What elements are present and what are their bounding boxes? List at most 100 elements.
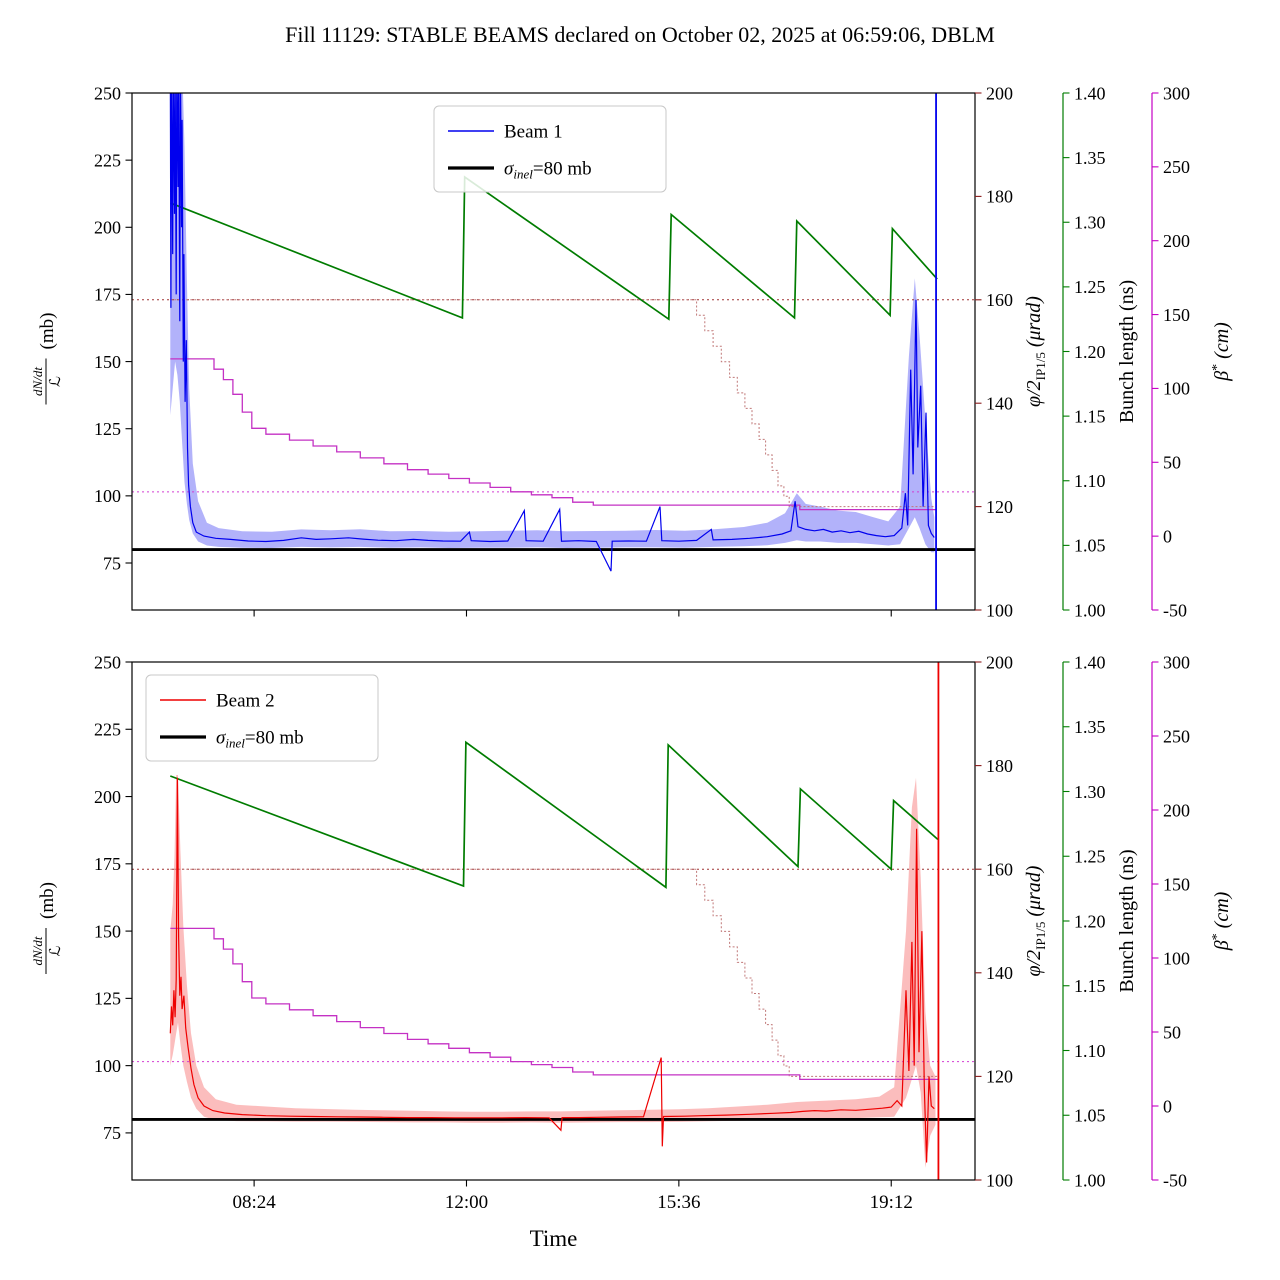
mb-tick-label: 175 bbox=[94, 285, 121, 305]
cm-tick-label: 300 bbox=[1163, 652, 1190, 672]
urad-tick-label: 140 bbox=[986, 963, 1013, 983]
x-axis-label: Time bbox=[530, 1226, 578, 1251]
beam1-line bbox=[169, 93, 935, 572]
ns-tick-label: 1.40 bbox=[1074, 652, 1106, 672]
cm-tick-label: 100 bbox=[1163, 948, 1190, 968]
ns-tick-label: 1.20 bbox=[1074, 342, 1106, 362]
mb-tick-label: 250 bbox=[94, 652, 121, 672]
cm-tick-label: 250 bbox=[1163, 157, 1190, 177]
bunch-length-line bbox=[170, 740, 939, 889]
urad-tick-label: 140 bbox=[986, 394, 1013, 414]
beta-star-steps-line bbox=[170, 358, 937, 511]
ns-tick-label: 1.10 bbox=[1074, 1041, 1106, 1061]
mb-tick-label: 75 bbox=[103, 1123, 121, 1143]
x-tick-label: 15:36 bbox=[657, 1192, 700, 1213]
bunch-length-line bbox=[169, 175, 938, 321]
urad-tick-label: 100 bbox=[986, 1170, 1013, 1190]
ns-tick-label: 1.00 bbox=[1074, 600, 1106, 620]
cm-tick-label: 200 bbox=[1163, 231, 1190, 251]
urad-tick-label: 120 bbox=[986, 1067, 1013, 1087]
mb-axis-label: dN/dt ℒ (mb) bbox=[30, 313, 64, 405]
mb-tick-label: 100 bbox=[94, 1056, 121, 1076]
urad-tick-label: 180 bbox=[986, 756, 1013, 776]
crossing-angle-axis-label: φ/2IP1/5 (μrad) bbox=[1023, 296, 1048, 407]
crossing-angle-axis-label: φ/2IP1/5 (μrad) bbox=[1023, 865, 1048, 976]
mb-tick-label: 250 bbox=[94, 83, 121, 103]
ns-tick-label: 1.30 bbox=[1074, 782, 1106, 802]
beam2-line bbox=[169, 777, 935, 1163]
ns-tick-label: 1.25 bbox=[1074, 847, 1106, 867]
mb-tick-label: 200 bbox=[94, 218, 121, 238]
ns-tick-label: 1.10 bbox=[1074, 471, 1106, 491]
cm-tick-label: -50 bbox=[1163, 600, 1187, 620]
cm-tick-label: -50 bbox=[1163, 1170, 1187, 1190]
urad-tick-label: 200 bbox=[986, 652, 1013, 672]
ns-tick-label: 1.05 bbox=[1074, 536, 1106, 556]
urad-tick-label: 160 bbox=[986, 290, 1013, 310]
ns-tick-label: 1.35 bbox=[1074, 148, 1106, 168]
mb-tick-label: 175 bbox=[94, 854, 121, 874]
ns-tick-label: 1.25 bbox=[1074, 277, 1106, 297]
legend-beam-label: Beam 2 bbox=[216, 691, 275, 712]
figure-title: Fill 11129: STABLE BEAMS declared on Oct… bbox=[285, 22, 995, 47]
urad-tick-label: 100 bbox=[986, 600, 1013, 620]
mb-tick-label: 150 bbox=[94, 921, 121, 941]
ns-tick-label: 1.30 bbox=[1074, 213, 1106, 233]
cm-tick-label: 0 bbox=[1163, 526, 1172, 546]
beam2-uncertainty-band bbox=[170, 775, 936, 1168]
cm-tick-label: 0 bbox=[1163, 1096, 1172, 1116]
urad-tick-label: 160 bbox=[986, 860, 1013, 880]
plot-beam1: 250 225 200 175 150 125 100 75 200 180 160 140 120 10… bbox=[30, 83, 1233, 620]
cm-tick-label: 150 bbox=[1163, 874, 1190, 894]
mb-tick-label: 125 bbox=[94, 989, 121, 1009]
urad-tick-label: 180 bbox=[986, 187, 1013, 207]
mb-tick-label: 75 bbox=[103, 553, 121, 573]
legend-sigma-label: σinel=80 mb bbox=[216, 728, 304, 751]
mb-tick-label: 100 bbox=[94, 486, 121, 506]
legend-box bbox=[145, 674, 379, 762]
axes-border bbox=[131, 661, 976, 1181]
ns-tick-label: 1.05 bbox=[1074, 1106, 1106, 1126]
ns-tick-label: 1.15 bbox=[1074, 406, 1106, 426]
crossing-angle-steps-line bbox=[170, 299, 937, 508]
axes-border bbox=[131, 92, 976, 611]
cm-tick-label: 100 bbox=[1163, 379, 1190, 399]
ns-tick-label: 1.20 bbox=[1074, 911, 1106, 931]
mb-tick-label: 125 bbox=[94, 419, 121, 439]
mb-label-denominator: ℒ bbox=[48, 945, 64, 956]
crossing-angle-steps-line bbox=[170, 868, 939, 1077]
urad-tick-label: 200 bbox=[986, 83, 1013, 103]
mb-axis-label: dN/dt ℒ (mb) bbox=[30, 882, 64, 974]
legend-sigma-label: σinel=80 mb bbox=[504, 159, 592, 182]
mb-label-unit: (mb) bbox=[37, 882, 58, 919]
mb-label-denominator: ℒ bbox=[48, 376, 64, 387]
beta-star-axis-label: β* (cm) bbox=[1210, 322, 1233, 382]
legend-box bbox=[433, 105, 667, 193]
beta-star-steps-line bbox=[170, 927, 939, 1081]
x-tick-label: 19:12 bbox=[870, 1192, 913, 1213]
bunch-length-axis-label: Bunch length (ns) bbox=[1116, 280, 1138, 423]
mb-label-unit: (mb) bbox=[37, 313, 58, 350]
ns-tick-label: 1.40 bbox=[1074, 83, 1106, 103]
mb-label-numerator: dN/dt bbox=[30, 367, 45, 396]
mb-tick-label: 200 bbox=[94, 787, 121, 807]
x-tick-label: 08:24 bbox=[232, 1192, 276, 1213]
cm-tick-label: 300 bbox=[1163, 83, 1190, 103]
ns-tick-label: 1.35 bbox=[1074, 717, 1106, 737]
legend-beam-label: Beam 1 bbox=[504, 122, 563, 143]
beta-star-axis-label: β* (cm) bbox=[1210, 891, 1233, 951]
mb-tick-label: 225 bbox=[94, 150, 121, 170]
bunch-length-axis-label: Bunch length (ns) bbox=[1116, 849, 1138, 992]
plot-beam2: 08:24 12:00 15:36 19:12 250 225 200 175 150 125 10… bbox=[30, 652, 1233, 1251]
cm-tick-label: 50 bbox=[1163, 1022, 1181, 1042]
cm-tick-label: 250 bbox=[1163, 726, 1190, 746]
cm-tick-label: 50 bbox=[1163, 453, 1181, 473]
ns-tick-label: 1.15 bbox=[1074, 976, 1106, 996]
urad-tick-label: 120 bbox=[986, 497, 1013, 517]
x-tick-label: 12:00 bbox=[445, 1192, 488, 1213]
ns-tick-label: 1.00 bbox=[1074, 1170, 1106, 1190]
mb-tick-label: 225 bbox=[94, 720, 121, 740]
cm-tick-label: 200 bbox=[1163, 800, 1190, 820]
